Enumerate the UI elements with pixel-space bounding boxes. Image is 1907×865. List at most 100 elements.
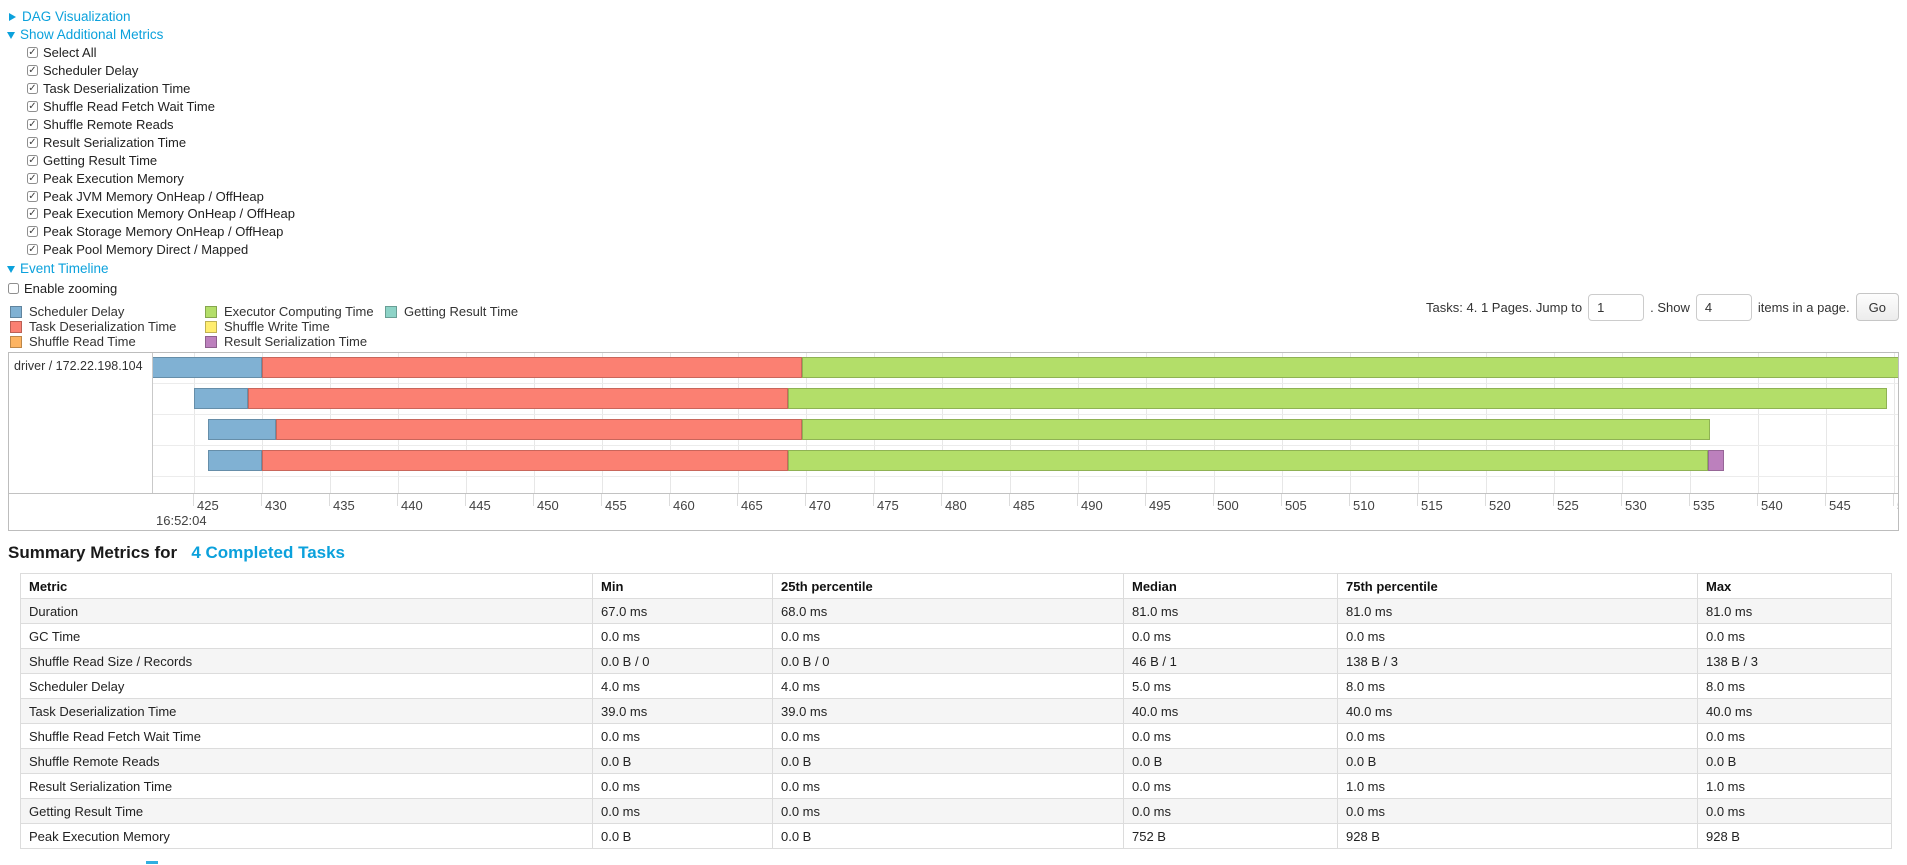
table-column-header: Max bbox=[1697, 573, 1892, 599]
axis-tick-label: 520 bbox=[1489, 498, 1511, 513]
metric-checkbox[interactable]: ✓ bbox=[27, 190, 38, 202]
row-separator bbox=[153, 383, 1898, 384]
task-bar-segment-scheduler-delay[interactable] bbox=[194, 388, 249, 409]
table-cell: 4.0 ms bbox=[592, 673, 773, 699]
show-additional-metrics-toggle[interactable]: Show Additional Metrics bbox=[7, 26, 163, 44]
legend-swatch-icon bbox=[10, 305, 22, 318]
table-row: Duration 67.0 ms 68.0 ms 81.0 ms 81.0 ms 81.0… bbox=[20, 598, 1892, 624]
metric-checkbox-row: ✓ Peak JVM Memory OnHeap / OffHeap bbox=[27, 187, 295, 205]
table-row: Shuffle Read Size / Records 0.0 B / 0 0.0 … bbox=[20, 648, 1892, 674]
task-bar-segment-scheduler-delay[interactable] bbox=[207, 450, 262, 471]
table-cell: Result Serialization Time bbox=[20, 773, 593, 799]
task-bar-segment-task-deserialization-time[interactable] bbox=[262, 357, 802, 378]
row-separator bbox=[153, 476, 1898, 477]
table-column-header: Median bbox=[1123, 573, 1338, 599]
axis-tick bbox=[1553, 494, 1554, 506]
table-cell: Getting Result Time bbox=[20, 798, 593, 824]
axis-tick bbox=[1145, 494, 1146, 506]
axis-tick bbox=[533, 494, 534, 506]
task-bar-segment-executor-computing-time[interactable] bbox=[801, 419, 1711, 440]
table-cell: 1.0 ms bbox=[1697, 773, 1892, 799]
jump-to-page-input[interactable] bbox=[1588, 293, 1645, 321]
table-header-row: Metric Min 25th percentile Median 75th perce… bbox=[20, 573, 1892, 599]
axis-tick bbox=[1281, 494, 1282, 506]
task-bar-segment-task-deserialization-time[interactable] bbox=[248, 388, 789, 409]
metric-checkbox[interactable]: ✓ bbox=[27, 208, 38, 220]
gridline bbox=[1894, 353, 1895, 493]
legend-swatch-icon bbox=[10, 335, 22, 348]
table-cell: Peak Execution Memory bbox=[20, 823, 593, 849]
gridline bbox=[194, 353, 195, 493]
metric-checkbox-label: Peak Execution Memory bbox=[43, 170, 184, 186]
table-cell: 0.0 B / 0 bbox=[772, 648, 1124, 674]
axis-tick bbox=[329, 494, 330, 506]
table-row: GC Time 0.0 ms 0.0 ms 0.0 ms 0.0 ms 0.0 ms bbox=[20, 623, 1892, 649]
metric-checkbox[interactable]: ✓ bbox=[27, 172, 38, 184]
axis-tick bbox=[601, 494, 602, 506]
cut-off-next-section-toggle bbox=[146, 861, 158, 864]
table-row: Shuffle Remote Reads 0.0 B 0.0 B 0.0 B 0.0 B… bbox=[20, 748, 1892, 774]
metric-checkbox[interactable]: ✓ bbox=[27, 226, 38, 238]
metric-checkbox[interactable]: ✓ bbox=[27, 65, 38, 77]
metric-checkbox[interactable]: ✓ bbox=[27, 136, 38, 148]
table-cell: 0.0 ms bbox=[1697, 723, 1892, 749]
axis-tick bbox=[1485, 494, 1486, 506]
table-cell: 0.0 ms bbox=[592, 623, 773, 649]
table-cell: 928 B bbox=[1697, 823, 1892, 849]
table-cell: 0.0 B bbox=[592, 748, 773, 774]
task-bar-segment-task-deserialization-time[interactable] bbox=[275, 419, 802, 440]
table-cell: Shuffle Read Fetch Wait Time bbox=[20, 723, 593, 749]
legend-label: Shuffle Write Time bbox=[224, 319, 330, 334]
task-bar-segment-executor-computing-time[interactable] bbox=[788, 388, 1888, 409]
expanded-arrow-icon bbox=[7, 31, 15, 39]
task-bar-segment-executor-computing-time[interactable] bbox=[788, 450, 1708, 471]
event-timeline-toggle[interactable]: Event Timeline bbox=[7, 260, 109, 278]
task-bar-segment-scheduler-delay[interactable] bbox=[207, 419, 276, 440]
metric-checkbox[interactable]: ✓ bbox=[27, 119, 38, 130]
axis-tick-label: 535 bbox=[1693, 498, 1715, 513]
axis-tick-label: 450 bbox=[537, 498, 559, 513]
metric-checkbox-row: ✓ Scheduler Delay bbox=[27, 62, 295, 80]
dag-visualization-toggle[interactable]: DAG Visualization bbox=[7, 8, 131, 26]
metric-checkbox[interactable]: ✓ bbox=[27, 83, 38, 95]
row-separator bbox=[153, 414, 1898, 415]
table-cell: 0.0 ms bbox=[1123, 773, 1338, 799]
axis-tick bbox=[465, 494, 466, 506]
task-bar-segment-task-deserialization-time[interactable] bbox=[262, 450, 789, 471]
table-cell: GC Time bbox=[20, 623, 593, 649]
legend-item: Shuffle Read Time bbox=[10, 334, 176, 349]
table-row: Peak Execution Memory 0.0 B 0.0 B 752 B 928 … bbox=[20, 823, 1892, 849]
dag-visualization-label: DAG Visualization bbox=[22, 9, 131, 24]
timeline-major-time-label: 16:52:04 bbox=[156, 513, 207, 528]
legend-column-2: Executor Computing Time Shuffle Write Tim… bbox=[205, 304, 374, 349]
table-cell: 0.0 ms bbox=[772, 798, 1124, 824]
metric-checkbox[interactable]: ✓ bbox=[27, 244, 38, 256]
task-bar-segment-result-serialization-time[interactable] bbox=[1707, 450, 1724, 471]
table-cell: 0.0 B bbox=[772, 748, 1124, 774]
axis-tick bbox=[941, 494, 942, 506]
axis-tick bbox=[737, 494, 738, 506]
table-column-header: 75th percentile bbox=[1337, 573, 1698, 599]
items-per-page-input[interactable] bbox=[1695, 293, 1752, 321]
axis-tick bbox=[1893, 494, 1894, 506]
legend-item: Shuffle Write Time bbox=[205, 319, 374, 334]
table-row: Result Serialization Time 0.0 ms 0.0 ms 0.0… bbox=[20, 773, 1892, 799]
go-button[interactable]: Go bbox=[1855, 293, 1899, 321]
row-separator bbox=[153, 445, 1898, 446]
completed-tasks-link[interactable]: 4 Completed Tasks bbox=[191, 543, 346, 562]
metric-checkbox[interactable]: ✓ bbox=[27, 154, 38, 166]
axis-tick-label: 495 bbox=[1149, 498, 1171, 513]
axis-tick-label: 515 bbox=[1421, 498, 1443, 513]
axis-tick-label: 485 bbox=[1013, 498, 1035, 513]
axis-tick-label: 470 bbox=[809, 498, 831, 513]
timeline-label-divider bbox=[152, 353, 153, 530]
enable-zooming-checkbox[interactable] bbox=[8, 282, 19, 294]
metric-checkbox[interactable]: ✓ bbox=[27, 47, 38, 59]
axis-tick bbox=[193, 494, 194, 506]
legend-label: Scheduler Delay bbox=[29, 304, 125, 319]
task-bar-segment-executor-computing-time[interactable] bbox=[801, 357, 1898, 378]
table-cell: 0.0 ms bbox=[772, 773, 1124, 799]
task-bar-segment-scheduler-delay[interactable] bbox=[153, 357, 262, 378]
metric-checkbox[interactable]: ✓ bbox=[27, 101, 38, 113]
table-cell: 0.0 B bbox=[772, 823, 1124, 849]
